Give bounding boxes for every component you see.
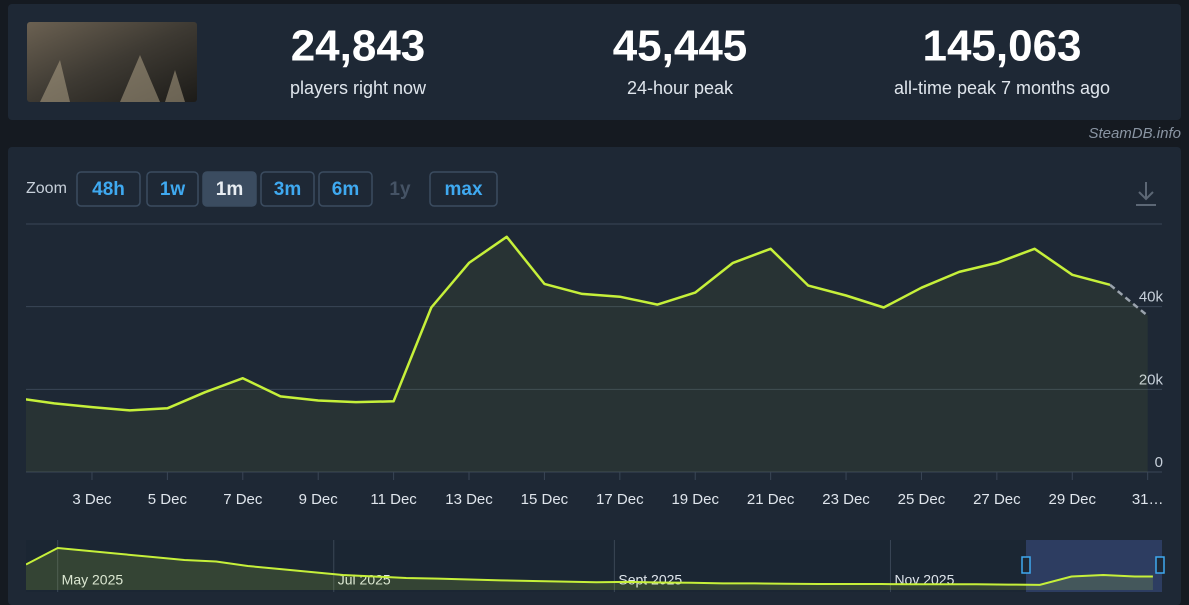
x-tick-label: 17 Dec [596,491,644,508]
button-label: 1w [160,179,186,200]
x-tick-label: 13 Dec [445,491,493,508]
stats-card [8,4,1181,120]
stat-label: players right now [290,78,427,98]
zoom-button[interactable]: 1w [146,171,199,207]
y-tick-label: 40k [1139,289,1164,306]
x-tick-label: 5 Dec [148,491,188,508]
button-label: 1y [389,179,411,200]
game-thumbnail [27,22,197,102]
line [26,546,1153,586]
zoom-button[interactable]: 3m [260,171,315,207]
stat-value: 24,843 [291,22,426,71]
navigator-handle[interactable] [1021,556,1031,574]
button-frame [146,171,199,207]
y-tick-label: 0 [1155,454,1163,471]
stat-label: 24-hour peak [627,78,734,98]
x-tick-label: 3 Dec [72,491,112,508]
x-tick-label: May 2025 [62,572,124,588]
button-frame [429,171,498,207]
button-label: max [444,179,482,200]
zoom-button[interactable]: 1m [202,171,257,207]
x-tick-label: 19 Dec [671,491,719,508]
zoom-button[interactable]: 48h [76,171,141,207]
y-tick-label: 20k [1139,371,1164,388]
watermark: SteamDB.info [1088,125,1181,142]
navigator-handle[interactable] [1155,556,1165,574]
stat-value: 145,063 [922,22,1081,71]
navigator-plot [26,546,1153,590]
button-label: 3m [274,179,301,200]
zoom-button: 1y [389,179,411,200]
x-tick-label: 25 Dec [898,491,946,508]
button-label: 48h [92,179,125,200]
x-tick-label: 15 Dec [521,491,569,508]
x-tick-label: 21 Dec [747,491,795,508]
zoom-label: Zoom [26,180,67,197]
button-label: 1m [216,179,243,200]
x-tick-label: 9 Dec [299,491,339,508]
button-label: 6m [332,179,359,200]
stat-label: all-time peak 7 months ago [894,78,1110,98]
stat-value: 45,445 [613,22,748,71]
area-fill [26,236,1148,472]
x-tick-label: 23 Dec [822,491,870,508]
x-tick-label: 11 Dec [370,491,417,508]
x-tick-label: 27 Dec [973,491,1021,508]
x-tick-label: 31… [1132,491,1164,508]
area [26,548,1153,590]
x-tick-label: 29 Dec [1049,491,1097,508]
button-frame [260,171,315,207]
thumbnail-art [40,55,185,102]
button-frame [202,171,257,207]
zoom-button[interactable]: 6m [318,171,373,207]
chart-card [8,147,1181,605]
button-frame [318,171,373,207]
zoom-button[interactable]: max [429,171,498,207]
line [26,235,1111,412]
plot [26,235,1149,472]
x-tick-label: 7 Dec [223,491,263,508]
x-tick-label: Sept 2025 [618,572,682,588]
partial-line [1109,283,1149,317]
button-frame [76,171,141,207]
download-icon[interactable] [1136,182,1156,206]
